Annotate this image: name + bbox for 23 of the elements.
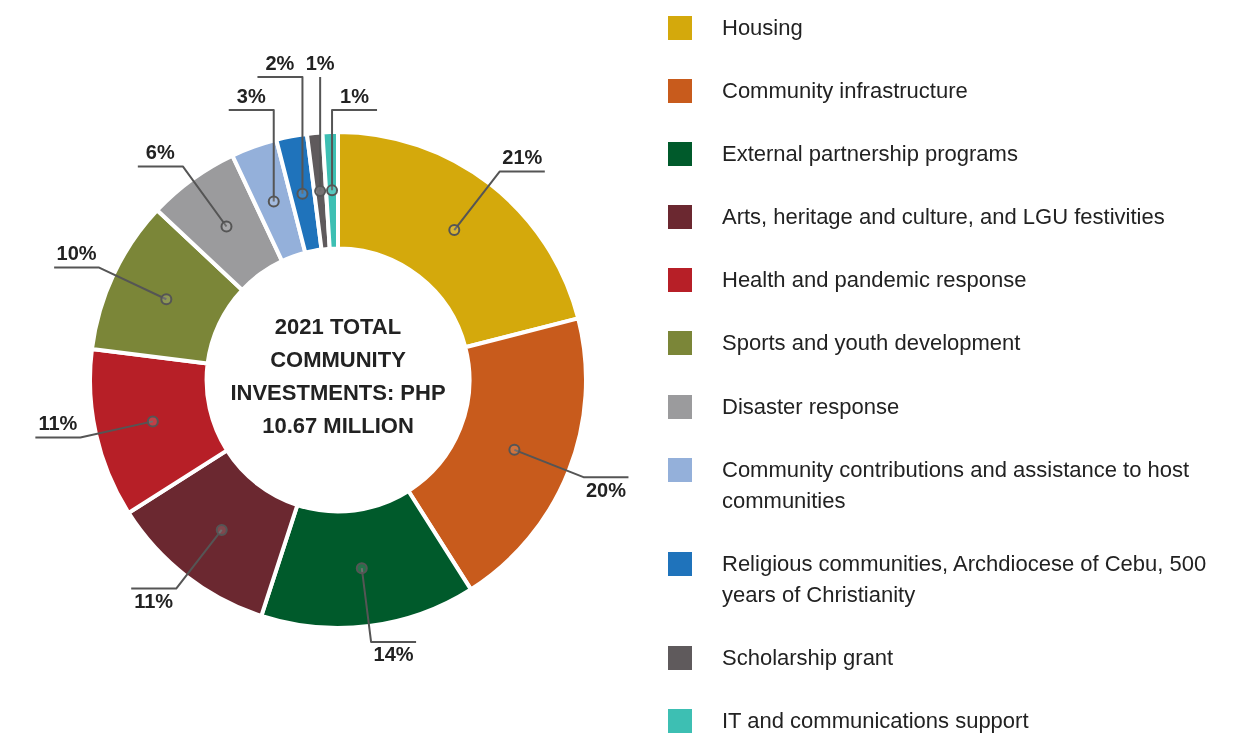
text: 2021 TOTAL COMMUNITY INVESTMENTS: PHP 10.67 MILLION: [229, 313, 447, 440]
legend-label: Disaster response: [722, 392, 900, 421]
data-label: 1%: [340, 84, 370, 107]
legend-label: External partnership programs: [722, 140, 1018, 169]
data-label: 3%: [236, 84, 266, 107]
legend-label: Health and pandemic response: [722, 266, 1027, 295]
legend-label: Housing: [722, 14, 803, 42]
data-label: 11%: [38, 412, 78, 435]
legend-label: Community infrastructure: [722, 77, 968, 106]
data-label: 20%: [585, 478, 627, 501]
data-label: 10%: [56, 242, 97, 265]
legend-label: Sports and youth development: [722, 329, 1021, 358]
data-label: 6%: [145, 140, 175, 163]
data-label: 21%: [502, 145, 543, 168]
data-label: 1%: [305, 51, 335, 74]
legend-label: Community contributions and assistance to host communities: [722, 455, 1191, 515]
data-label: 11%: [134, 590, 174, 613]
legend-label: Religious communities, Archdiocese of Cebu, 500 years of Christianity: [722, 549, 1208, 609]
legend-label: IT and communications support: [722, 706, 1029, 735]
data-label: 2%: [265, 51, 295, 74]
data-label: 14%: [373, 643, 414, 666]
legend-label: Arts, heritage and culture, and LGU festivities: [722, 203, 1165, 232]
legend-label: Scholarship grant: [722, 643, 894, 672]
